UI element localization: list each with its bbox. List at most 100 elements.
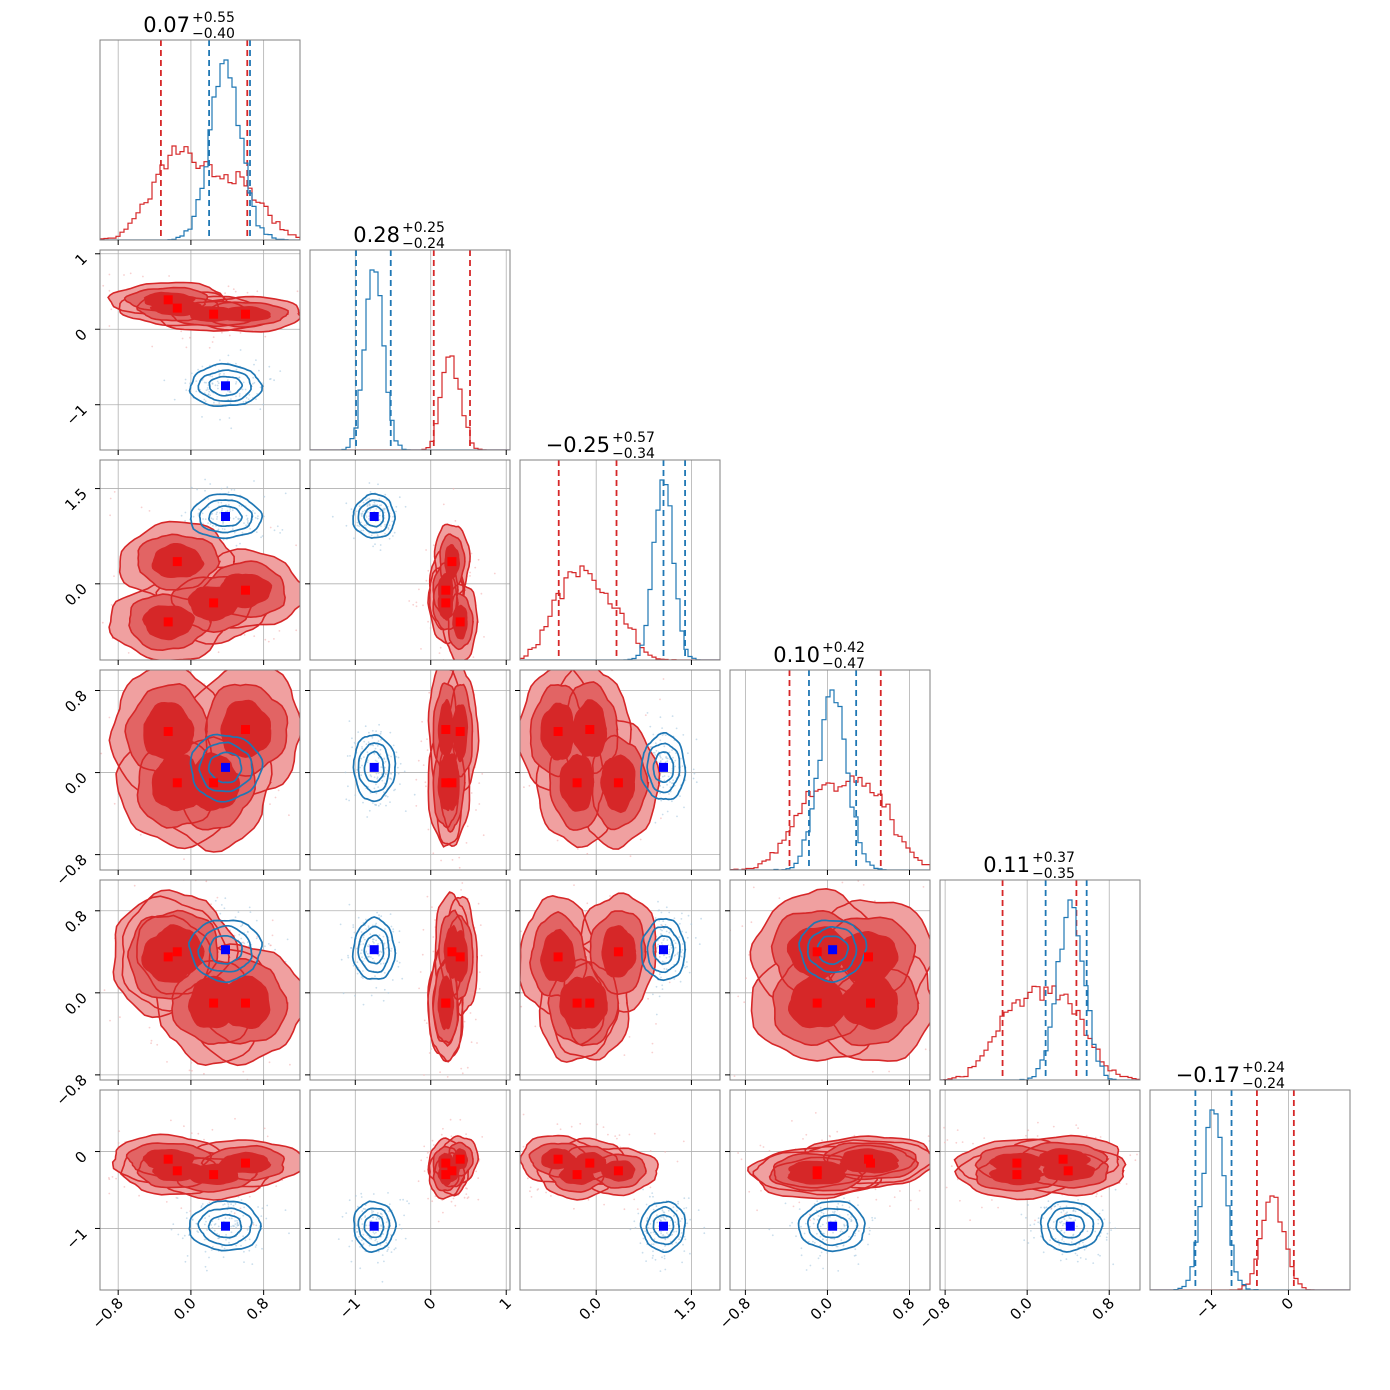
panel-frame	[99, 249, 301, 451]
scatter-point	[536, 1189, 539, 1191]
scatter-point	[805, 1133, 808, 1136]
scatter-point	[209, 394, 212, 397]
scatter-point	[675, 1209, 678, 1212]
scatter-point	[1085, 1134, 1088, 1137]
scatter-point	[743, 1001, 746, 1004]
scatter-point	[645, 1203, 648, 1206]
scatter-point	[478, 971, 481, 974]
scatter-point	[255, 398, 257, 401]
scatter-point	[1101, 1209, 1104, 1212]
scatter-point	[982, 1198, 984, 1200]
scatter-point	[686, 965, 688, 968]
scatter-point	[1061, 1238, 1063, 1241]
scatter-point	[244, 1239, 247, 1242]
scatter-point	[672, 779, 675, 782]
scatter-point	[481, 773, 484, 775]
scatter-point	[360, 757, 363, 760]
scatter-point	[362, 936, 365, 939]
scatter-point	[204, 400, 207, 403]
marker-red	[209, 598, 219, 608]
scatter-point	[205, 381, 207, 384]
scatter-point	[441, 1199, 444, 1201]
marker-red	[585, 1158, 595, 1168]
scatter-point	[245, 514, 248, 517]
scatter-point	[651, 1051, 654, 1054]
scatter-point	[700, 917, 702, 920]
scatter-point	[254, 516, 257, 519]
scatter-point	[382, 509, 385, 511]
scatter-point	[366, 511, 369, 513]
scatter-point	[477, 1177, 480, 1179]
scatter-point	[668, 911, 671, 914]
scatter-point	[356, 521, 359, 524]
scatter-point	[225, 656, 227, 658]
scatter-point	[240, 937, 243, 940]
scatter-point	[378, 951, 381, 953]
scatter-point	[948, 983, 950, 985]
scatter-point	[393, 1248, 396, 1251]
scatter-point	[367, 518, 370, 520]
scatter-point	[206, 387, 209, 389]
scatter-point	[440, 859, 442, 862]
scatter-point	[1145, 1147, 1147, 1149]
scatter-point	[235, 1226, 238, 1229]
scatter-point	[246, 518, 249, 521]
contour-blue-level-0	[189, 493, 264, 540]
scatter-point	[240, 1199, 243, 1201]
marker-blue	[659, 762, 668, 772]
scatter-point	[1037, 1221, 1040, 1224]
scatter-point	[246, 291, 249, 294]
scatter-point	[216, 380, 219, 383]
scatter-point	[465, 1193, 468, 1195]
scatter-point	[1029, 1224, 1032, 1226]
scatter-point	[1108, 1221, 1111, 1224]
contour-blue-level-1	[357, 499, 391, 534]
scatter-point	[750, 921, 753, 924]
scatter-point	[956, 1129, 959, 1131]
marker-red	[812, 947, 822, 957]
scatter-point	[869, 1229, 871, 1232]
scatter-point	[1042, 1217, 1044, 1219]
marker-red	[572, 998, 582, 1008]
scatter-point	[214, 899, 217, 902]
scatter-point	[261, 1247, 263, 1250]
scatter-point	[674, 1221, 677, 1224]
scatter-point	[362, 977, 364, 979]
scatter-point	[108, 1177, 110, 1179]
scatter-point	[381, 1254, 384, 1256]
scatter-point	[255, 531, 258, 533]
scatter-point	[653, 1132, 656, 1135]
panel-content	[730, 880, 950, 1080]
scatter-point	[430, 1048, 433, 1050]
scatter-point	[683, 1250, 686, 1252]
scatter-point	[377, 740, 380, 743]
scatter-point	[451, 1085, 453, 1087]
scatter-point	[653, 1238, 656, 1240]
marker-red	[441, 998, 451, 1008]
scatter-point	[123, 1186, 126, 1188]
scatter-point	[384, 760, 387, 763]
scatter-point	[111, 1176, 114, 1178]
scatter-point	[96, 1173, 98, 1175]
scatter-point	[834, 1219, 837, 1222]
scatter-point	[88, 320, 90, 322]
scatter-point	[662, 1234, 665, 1236]
scatter-point	[376, 777, 379, 780]
scatter-point	[1061, 1220, 1063, 1223]
scatter-point	[660, 942, 663, 944]
contour-blue-level-2	[652, 935, 675, 965]
scatter-point	[1020, 1213, 1023, 1216]
scatter-point	[1059, 1206, 1062, 1208]
scatter-point	[1049, 1239, 1051, 1241]
scatter-point	[426, 749, 429, 751]
scatter-point	[268, 1061, 271, 1064]
scatter-point	[660, 1219, 662, 1222]
scatter-point	[360, 1196, 363, 1198]
scatter-point	[659, 756, 662, 759]
scatter-point	[403, 770, 406, 773]
scatter-point	[246, 941, 249, 944]
scatter-point	[647, 1226, 650, 1229]
scatter-point	[243, 1261, 245, 1263]
scatter-point	[351, 1240, 354, 1242]
histogram-blue	[520, 479, 720, 660]
